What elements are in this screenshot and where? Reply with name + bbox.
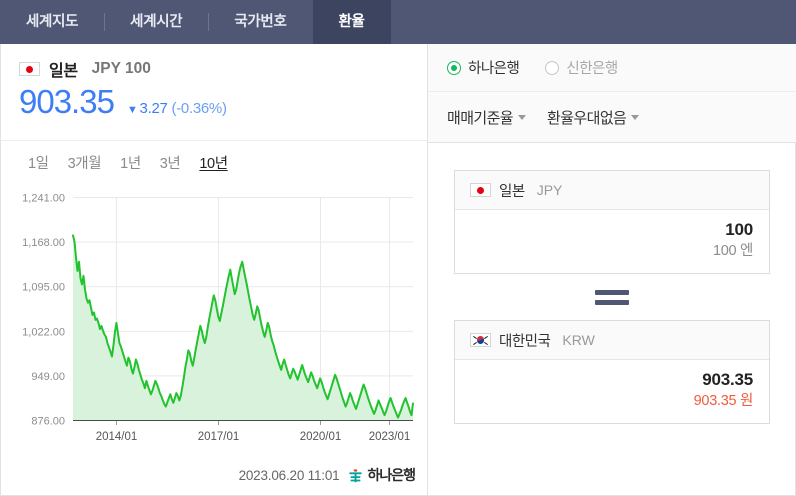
- tab-label: 세계시간: [130, 14, 183, 30]
- svg-text:2020/01: 2020/01: [300, 431, 342, 443]
- rate-options: 매매기준율 환율우대없음: [428, 92, 796, 143]
- chart-svg: 1,241.00 1,168.00 1,095.00 1,022.00 949.00 87…: [22, 193, 414, 443]
- chart-footer: 2023.06.20 11:01 하나은행: [238, 465, 416, 485]
- hana-bank-label: 하나은행: [367, 467, 416, 483]
- svg-text:1,095.00: 1,095.00: [22, 282, 65, 294]
- tab-world-map[interactable]: 세계지도: [0, 0, 104, 44]
- currency-code: JPY 100: [91, 60, 151, 77]
- tab-exchange-rate[interactable]: 환율: [312, 0, 391, 44]
- svg-text:1,241.00: 1,241.00: [22, 193, 65, 205]
- period-3y[interactable]: 3년: [159, 156, 181, 172]
- change-value: 3.27: [139, 100, 168, 117]
- current-rate: 903.35: [19, 83, 115, 120]
- period-3m[interactable]: 3개월: [67, 156, 102, 172]
- flag-japan-icon: [470, 183, 491, 197]
- converter-to-card: 대한민국 KRW 903.35 903.35 원: [454, 320, 770, 424]
- bank-label: 하나은행: [468, 61, 520, 77]
- chart-pane: 일본 JPY 100 903.35 ▼ 3.27 (-0.36%) 1일 3개월 1…: [1, 44, 428, 495]
- to-amount-value: 903.35: [702, 370, 753, 389]
- currency-title: 일본 JPY 100: [19, 58, 427, 80]
- equals-bar-top: [595, 289, 629, 295]
- to-code: KRW: [562, 332, 595, 348]
- converter-from-card: 일본 JPY 100 100 엔: [454, 170, 770, 274]
- trigram-mark: [473, 335, 477, 340]
- from-amount-input[interactable]: 100: [725, 220, 753, 239]
- period-1d[interactable]: 1일: [28, 156, 49, 172]
- rate-row: 903.35 ▼ 3.27 (-0.36%): [19, 83, 427, 121]
- flag-japan-icon: [19, 62, 40, 76]
- trigram-mark: [484, 341, 488, 346]
- quote-timestamp: 2023.06.20 11:01: [238, 467, 340, 483]
- to-amount-unit: 903.35 원: [693, 393, 754, 409]
- radio-selected-icon: [447, 60, 461, 75]
- quote-header: 일본 JPY 100 903.35 ▼ 3.27 (-0.36%): [1, 44, 427, 141]
- svg-text:2017/01: 2017/01: [198, 431, 240, 443]
- equals-bar-bottom: [595, 299, 629, 305]
- taeguk-icon: [476, 336, 485, 344]
- tab-country-code[interactable]: 국가번호: [208, 0, 312, 44]
- bank-selector: 하나은행 신한은행: [428, 44, 796, 92]
- hana-bank-logo-icon: 하나은행: [347, 465, 416, 485]
- tab-world-time[interactable]: 세계시간: [104, 0, 208, 44]
- rate-history-chart[interactable]: 1,241.00 1,168.00 1,095.00 1,022.00 949.00 87…: [1, 184, 427, 474]
- chevron-down-icon: [631, 114, 640, 120]
- rate-change: ▼ 3.27 (-0.36%): [127, 100, 227, 117]
- period-10y[interactable]: 10년: [199, 156, 228, 172]
- preferential-rate-dropdown[interactable]: 환율우대없음: [547, 107, 640, 128]
- currency-converter: 일본 JPY 100 100 엔: [428, 143, 796, 495]
- top-tab-bar: 세계지도 세계시간 국가번호 환율: [0, 0, 796, 44]
- svg-text:1,022.00: 1,022.00: [22, 326, 65, 338]
- svg-text:949.00: 949.00: [31, 371, 65, 383]
- tab-label: 세계지도: [26, 14, 79, 30]
- converter-pane: 하나은행 신한은행 매매기준율 환율우대없음: [428, 44, 796, 495]
- from-card-body[interactable]: 100 100 엔: [455, 210, 769, 273]
- from-country: 일본: [499, 183, 525, 200]
- rate-type-label: 매매기준율: [447, 109, 514, 127]
- bank-option-shinhan[interactable]: 신한은행: [545, 57, 618, 78]
- trigram-mark: [484, 335, 488, 340]
- chevron-down-icon: [518, 114, 527, 120]
- period-selector: 1일 3개월 1년 3년 10년: [28, 152, 228, 173]
- preferential-rate-label: 환율우대없음: [547, 109, 627, 127]
- currency-country: 일본: [49, 63, 78, 80]
- tab-label: 환율: [338, 14, 365, 30]
- from-amount-unit: 100 엔: [712, 243, 753, 259]
- change-percent: (-0.36%): [171, 100, 227, 117]
- svg-text:2014/01: 2014/01: [96, 431, 138, 443]
- from-card-header: 일본 JPY: [455, 171, 769, 210]
- flag-korea-icon: [470, 333, 491, 347]
- content-panel: 일본 JPY 100 903.35 ▼ 3.27 (-0.36%) 1일 3개월 1…: [0, 44, 796, 496]
- radio-unselected-icon: [545, 60, 560, 75]
- svg-text:2023/01: 2023/01: [369, 431, 411, 443]
- down-arrow-icon: ▼: [126, 104, 138, 116]
- tab-label: 국가번호: [234, 14, 287, 30]
- hana-symbol-icon: [349, 468, 363, 482]
- to-country: 대한민국: [499, 333, 551, 350]
- svg-text:1,168.00: 1,168.00: [22, 237, 65, 249]
- svg-text:876.00: 876.00: [31, 416, 65, 428]
- bank-label: 신한은행: [566, 61, 618, 77]
- from-code: JPY: [536, 182, 563, 198]
- to-card-header: 대한민국 KRW: [455, 321, 769, 360]
- bank-option-hana[interactable]: 하나은행: [447, 57, 520, 78]
- period-1y[interactable]: 1년: [120, 156, 141, 172]
- equals-icon: [454, 274, 770, 320]
- trigram-mark: [473, 341, 477, 346]
- rate-type-dropdown[interactable]: 매매기준율: [447, 107, 527, 128]
- to-card-body[interactable]: 903.35 903.35 원: [455, 360, 769, 423]
